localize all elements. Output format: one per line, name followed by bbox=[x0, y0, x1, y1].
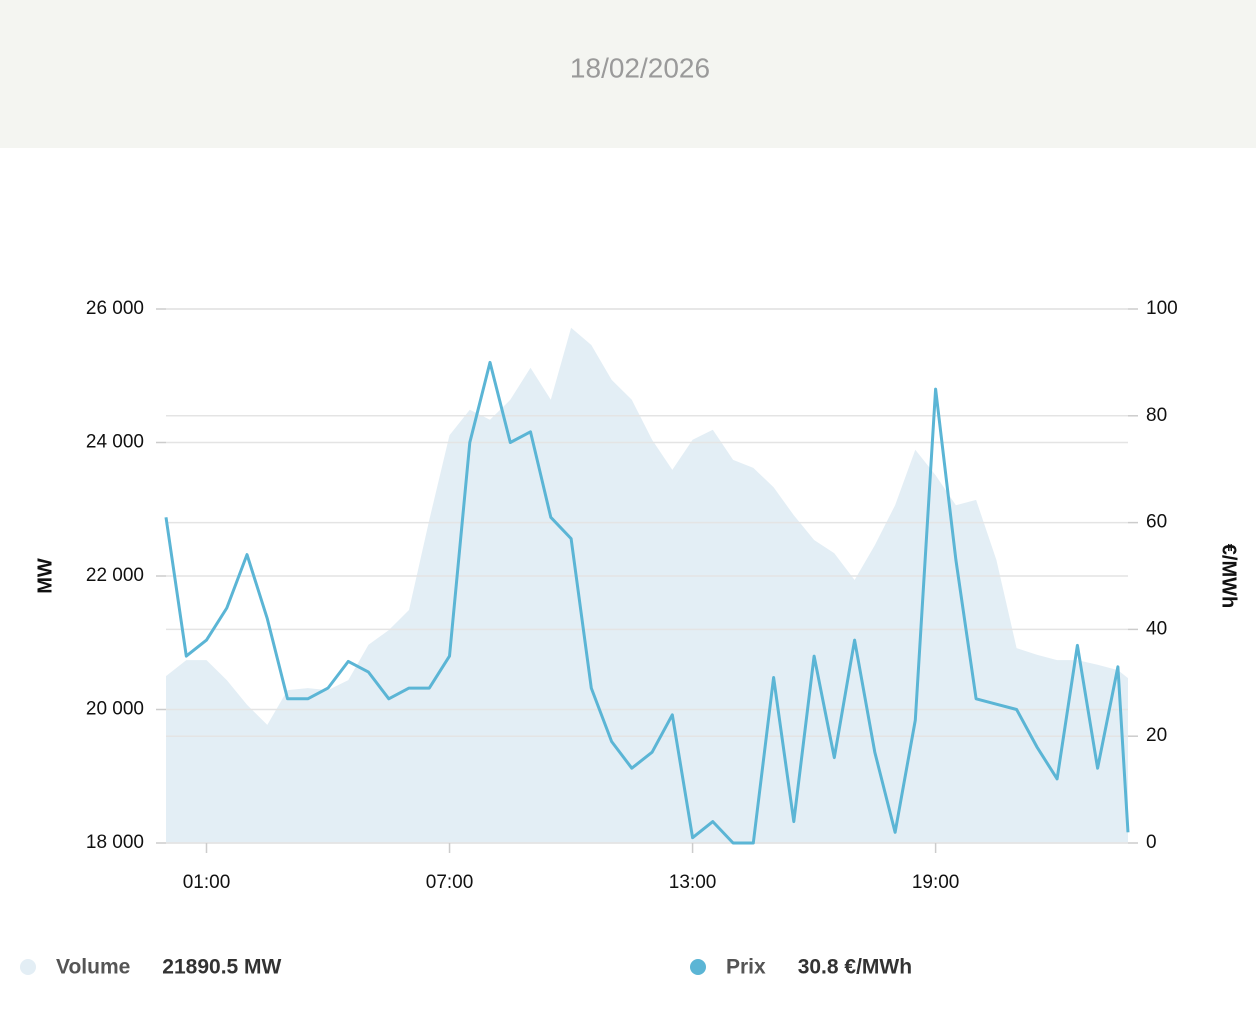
x-tick-label: 01:00 bbox=[183, 872, 231, 893]
y-tick-label: 18 000 bbox=[86, 832, 144, 853]
legend-value: 30.8 €/MWh bbox=[798, 956, 912, 979]
volume-area bbox=[166, 327, 1128, 843]
header bbox=[0, 0, 1256, 148]
y2-tick-label: 100 bbox=[1146, 298, 1178, 319]
legend-name: Volume bbox=[56, 956, 130, 979]
y2-tick-label: 40 bbox=[1146, 618, 1167, 639]
y2-tick-label: 60 bbox=[1146, 512, 1167, 533]
x-tick-label: 07:00 bbox=[426, 872, 474, 893]
y2-tick-label: 20 bbox=[1146, 725, 1167, 746]
legend-name: Prix bbox=[726, 956, 766, 979]
x-tick-label: 13:00 bbox=[669, 872, 717, 893]
y2-tick-label: 80 bbox=[1146, 405, 1167, 426]
legend-value: 21890.5 MW bbox=[162, 956, 281, 979]
y2-axis-label: €/MWh bbox=[1218, 544, 1240, 608]
y-tick-label: 20 000 bbox=[86, 699, 144, 720]
y-tick-label: 26 000 bbox=[86, 298, 144, 319]
legend-dot bbox=[690, 959, 706, 975]
date: 18/02/2026 bbox=[570, 52, 710, 83]
price-line bbox=[164, 360, 1130, 845]
legend-dot bbox=[20, 959, 36, 975]
y2-tick-label: 0 bbox=[1146, 832, 1157, 853]
y-tick-label: 24 000 bbox=[86, 432, 144, 453]
y-axis-label: MW bbox=[34, 558, 56, 594]
x-tick-label: 19:00 bbox=[912, 872, 960, 893]
y-tick-label: 22 000 bbox=[86, 565, 144, 586]
